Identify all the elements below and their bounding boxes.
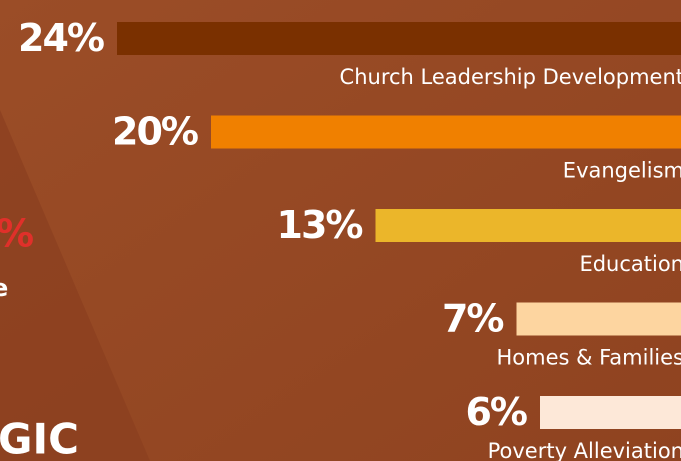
left-panel (0, 110, 150, 461)
bar (516, 302, 681, 336)
category-label: Evangelism (563, 159, 681, 183)
bar (375, 209, 681, 242)
category-label: Education (579, 252, 681, 276)
category-label: Poverty Alleviation (488, 439, 681, 461)
value-label: 6% (465, 390, 526, 434)
value-label: 13% (277, 203, 363, 247)
annotation: GIC (0, 415, 79, 461)
value-label: 24% (18, 16, 104, 60)
bar (117, 22, 681, 55)
bar (211, 115, 681, 149)
category-label: Church Leadership Development (340, 65, 681, 89)
category-label: Homes & Families (496, 346, 681, 370)
bar (540, 396, 681, 429)
annotation: % (0, 212, 34, 256)
annotation: e (0, 274, 8, 302)
value-label: 20% (112, 110, 198, 154)
value-label: 7% (442, 297, 503, 341)
